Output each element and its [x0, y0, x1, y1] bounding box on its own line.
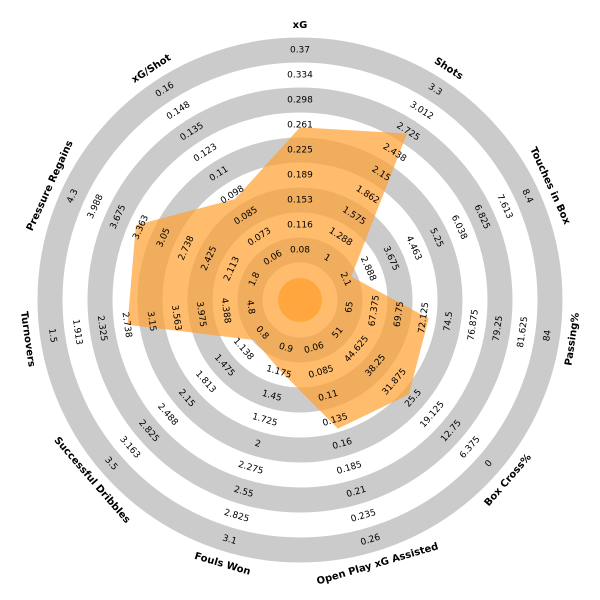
tick-label: 1.5 [46, 328, 58, 344]
tick-label: 0.148 [165, 100, 192, 122]
tick-label: 4.388 [218, 297, 232, 324]
param-label: xG [293, 20, 308, 31]
tick-label: 1.725 [251, 412, 279, 429]
tick-label: 81.625 [516, 316, 530, 349]
tick-label: 67.375 [368, 294, 382, 327]
tick-label: 3.563 [169, 304, 183, 331]
tick-label: 2 [253, 439, 261, 450]
tick-label: 3.1 [221, 534, 238, 548]
radar-area [127, 127, 429, 429]
tick-label: 2.325 [95, 315, 109, 342]
ring [87, 87, 513, 513]
tick-label: 3.15 [145, 311, 158, 332]
tick-label: 0.298 [287, 96, 313, 106]
tick-label: 7.613 [494, 193, 514, 221]
tick-label: 4.463 [403, 234, 423, 262]
tick-label: 74.5 [443, 311, 456, 332]
tick-label: 6.038 [449, 214, 469, 242]
tick-label: 0.189 [287, 171, 313, 181]
tick-label: 4.8 [244, 299, 256, 315]
tick-label: 84 [542, 329, 554, 342]
tick-label: 2.825 [223, 508, 251, 525]
tick-label: 0.225 [287, 146, 313, 156]
tick-label: 2.888 [358, 255, 378, 283]
tick-label: 0.116 [287, 221, 313, 231]
tick-label: 2.275 [237, 460, 265, 477]
param-label: Turnovers [18, 311, 37, 368]
tick-label: 0 [484, 458, 495, 469]
tick-label: 0.37 [290, 46, 310, 56]
tick-label: 0.153 [287, 196, 313, 206]
param-label: Passing% [563, 312, 581, 366]
tick-label: 2.738 [120, 312, 134, 339]
tick-label: 0.261 [287, 121, 313, 131]
tick-label: 76.875 [467, 309, 481, 342]
tick-label: 0.334 [287, 71, 313, 81]
tick-label: 3.988 [86, 193, 106, 221]
tick-label: 0.123 [192, 142, 219, 164]
tick-label: 0.185 [336, 460, 364, 477]
tick-label: 1.913 [70, 319, 84, 346]
tick-label: 0.9 [277, 342, 294, 356]
tick-label: 0.08 [290, 246, 310, 256]
tick-label: 65 [344, 301, 356, 314]
tick-label: 0.235 [350, 508, 378, 525]
tick-label: 1 [322, 253, 332, 265]
tick-label: 72.125 [417, 302, 431, 335]
tick-label: 3.975 [194, 301, 208, 328]
tick-label: 69.75 [393, 301, 407, 328]
ring [37, 37, 563, 563]
tick-label: 79.25 [492, 315, 506, 342]
tick-label: 3.012 [408, 100, 435, 122]
